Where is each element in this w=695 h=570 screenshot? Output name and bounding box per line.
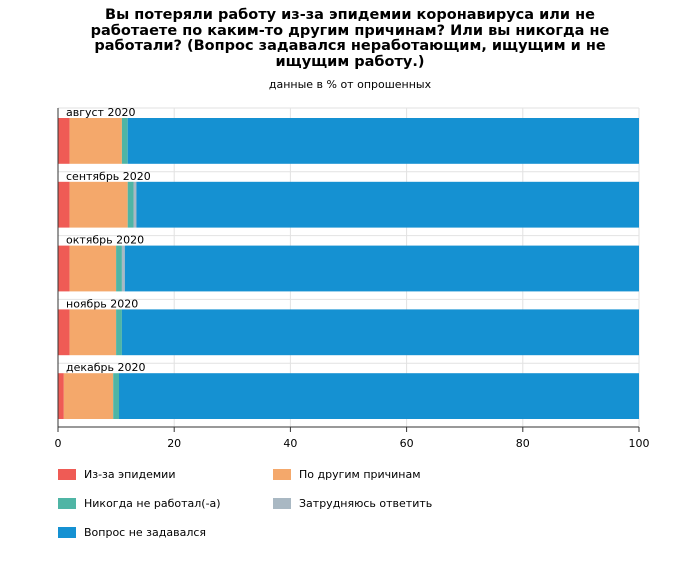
bar-segment — [69, 181, 128, 228]
x-tick-label: 40 — [283, 437, 297, 450]
bar-segment — [63, 373, 114, 419]
category-label: октябрь 2020 — [66, 234, 144, 247]
bar-segment — [69, 245, 117, 292]
legend-label: Вопрос не задавался — [84, 526, 207, 539]
legend-swatch — [273, 498, 291, 509]
bar-segment — [121, 245, 125, 292]
bar-segment — [116, 245, 122, 292]
bar-segment — [58, 309, 70, 356]
legend-label: Никогда не работал(-а) — [84, 497, 221, 510]
category-label: август 2020 — [66, 106, 135, 119]
chart-legend: Из-за эпидемии По другим причинам Никогда … — [58, 468, 658, 558]
x-tick-label: 80 — [516, 437, 530, 450]
legend-label: По другим причинам — [299, 468, 421, 481]
category-label: ноябрь 2020 — [66, 297, 138, 310]
bar-segment — [58, 245, 70, 292]
category-label: декабрь 2020 — [66, 361, 146, 374]
legend-label: Затрудняюсь ответить — [299, 497, 433, 510]
bar-segment — [58, 373, 64, 419]
legend-item: Из-за эпидемии — [58, 468, 175, 481]
legend-swatch — [58, 469, 76, 480]
legend-swatch — [273, 469, 291, 480]
x-tick-label: 20 — [167, 437, 181, 450]
bar-segment — [121, 118, 128, 164]
bar-segment — [116, 309, 122, 356]
bar-segment — [69, 118, 122, 164]
bar-segment — [121, 309, 639, 356]
x-tick-label: 60 — [400, 437, 414, 450]
bar-segment — [113, 373, 120, 419]
x-tick-label: 100 — [629, 437, 650, 450]
chart-subtitle: данные в % от опрошенных — [268, 78, 432, 91]
legend-swatch — [58, 498, 76, 509]
legend-item: По другим причинам — [273, 468, 421, 481]
legend-item: Вопрос не задавался — [58, 526, 206, 539]
legend-swatch — [58, 527, 76, 538]
bar-segment — [127, 118, 639, 164]
bar-segment — [136, 181, 639, 228]
legend-label: Из-за эпидемии — [84, 468, 176, 481]
bar-segment — [69, 309, 117, 356]
bar-segment — [127, 181, 134, 228]
bar-segment — [119, 373, 639, 419]
bar-segment — [58, 118, 70, 164]
chart-title: Вы потеряли работу из-за эпидемии корона… — [90, 7, 610, 70]
bar-segment — [58, 181, 70, 228]
category-label: сентябрь 2020 — [66, 170, 151, 183]
stacked-bar-chart: 0 20 40 60 80 100 август 2020 сентябрь 2020 октя… — [55, 106, 650, 450]
x-tick-label: 0 — [55, 437, 62, 450]
bar-segment — [133, 181, 137, 228]
legend-item: Затрудняюсь ответить — [273, 497, 432, 510]
legend-item: Никогда не работал(-а) — [58, 497, 221, 510]
bar-segment — [124, 245, 639, 292]
